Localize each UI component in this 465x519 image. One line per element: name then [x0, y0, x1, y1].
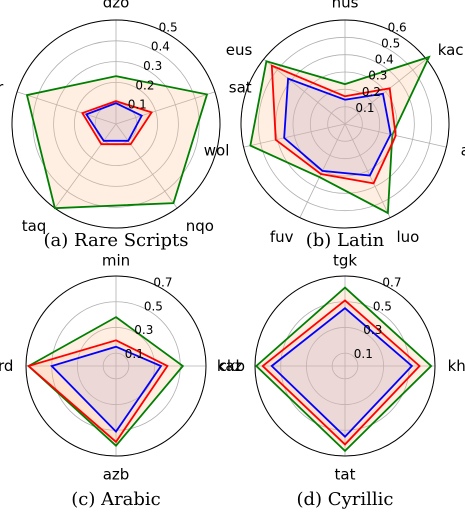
series-polygon — [249, 55, 431, 215]
radial-tick-label: 0.1 — [128, 98, 147, 112]
radial-tick-label: 0.7 — [153, 275, 172, 289]
series-polygon — [26, 339, 169, 444]
axis-label-min: min — [102, 251, 130, 269]
radar-panel: 0.1 0.2 0.3 0.4 0.5 0.6 nus kac ayr luo fuv wol eus (… — [204, 0, 465, 251]
radial-tick-label: 0.5 — [373, 299, 392, 313]
panel-caption: (b) Latin — [306, 230, 385, 251]
radial-tick-label: 0.2 — [135, 78, 154, 92]
axis-label-ayr: ayr — [461, 141, 465, 159]
radial-tick-label: 0.3 — [143, 59, 162, 73]
outer-frame — [11, 19, 221, 229]
series-polygon — [27, 316, 185, 448]
radial-tick-label: 0.4 — [151, 40, 170, 54]
panel-caption: (a) Rare Scripts — [44, 230, 189, 251]
radar-panel: 0.1 0.2 0.3 0.4 0.5 dzo sat nqo taq tir (a) Rare S… — [0, 0, 252, 251]
axis-label-wol: wol — [204, 141, 230, 159]
grid-spoke — [16, 91, 117, 125]
axis-label-dzo: dzo — [103, 0, 130, 11]
grid-spoke — [115, 91, 216, 125]
series-polygon — [84, 102, 143, 142]
panel-caption: (d) Cyrillic — [297, 489, 394, 510]
grid-spoke — [263, 58, 346, 125]
axis-label-nqo: nqo — [186, 217, 214, 235]
axis-label-khk: khk — [448, 357, 465, 375]
outer-frame — [240, 19, 450, 229]
radial-tick-label: 0.7 — [382, 275, 401, 289]
axis-label-eus: eus — [226, 41, 253, 59]
radial-tick-label: 0.2 — [362, 85, 381, 99]
radar-panel: 0.1 0.3 0.5 0.7 min ckb azb urd (c) Arabic — [0, 251, 245, 510]
radial-tick-label: 0.1 — [355, 101, 374, 115]
series-polygon — [25, 75, 209, 210]
radial-tick-label: 0.6 — [388, 20, 407, 34]
grid-spoke — [115, 123, 178, 209]
grid-spoke — [344, 58, 427, 125]
axis-label-tat: tat — [335, 466, 356, 484]
axis-label-urd: urd — [0, 357, 13, 375]
series-polygon — [261, 299, 421, 446]
radial-tick-label: 0.3 — [134, 323, 153, 337]
axis-label-taq: taq — [22, 217, 47, 235]
radial-tick-label: 0.5 — [159, 20, 178, 34]
axis-label-azb: azb — [103, 466, 130, 484]
axis-label-nus: nus — [332, 0, 359, 11]
series-polygon — [270, 306, 414, 438]
axis-label-luo: luo — [396, 228, 419, 246]
radial-tick-label: 0.5 — [144, 299, 163, 313]
radial-tick-label: 0.3 — [368, 69, 387, 83]
series-polygon — [254, 286, 433, 453]
series-polygon — [50, 345, 163, 433]
axis-label-tgk: tgk — [333, 251, 357, 269]
radial-tick-label: 0.1 — [354, 347, 373, 361]
axis-label-tir: tir — [0, 78, 4, 96]
axis-label-sat: sat — [229, 78, 252, 96]
radial-tick-label: 0.5 — [381, 37, 400, 51]
panel-caption: (c) Arabic — [71, 489, 161, 510]
axis-label-kac: kac — [438, 41, 464, 59]
radial-tick-label: 0.4 — [375, 53, 394, 67]
series-polygon — [283, 77, 392, 177]
radar-panel: 0.1 0.3 0.5 0.7 tgk khk tat kaz (d) Cyrillic — [217, 251, 465, 510]
axis-label-ckb: ckb — [219, 357, 245, 375]
axis-label-kaz: kaz — [217, 357, 243, 375]
grid-spoke — [54, 123, 117, 209]
radial-tick-label: 0.1 — [125, 347, 144, 361]
grid-spoke — [344, 123, 391, 218]
axis-label-fuv: fuv — [270, 228, 294, 246]
radial-tick-label: 0.3 — [363, 323, 382, 337]
outer-frame — [25, 275, 207, 457]
grid-spoke — [243, 123, 346, 148]
